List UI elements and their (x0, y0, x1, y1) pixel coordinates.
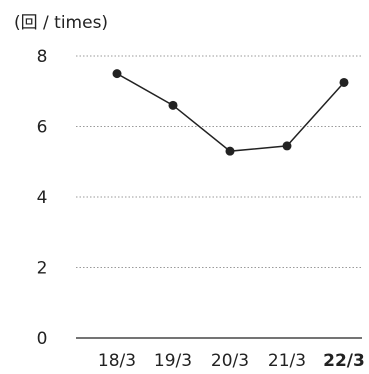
y-tick-label-4: 4 (37, 188, 48, 208)
x-tick-label-20-3: 20/3 (211, 351, 249, 371)
y-tick-label-0: 0 (37, 329, 48, 349)
y-tick-label-6: 6 (37, 118, 48, 138)
data-point-20-3 (225, 146, 235, 156)
data-point-21-3 (282, 141, 292, 151)
y-tick-label-2: 2 (37, 259, 48, 279)
x-tick-label-21-3: 21/3 (268, 351, 306, 371)
x-tick-label-19-3: 19/3 (154, 351, 192, 371)
y-tick-label-8: 8 (37, 47, 48, 67)
x-tick-label-22-3: 22/3 (323, 351, 365, 371)
data-point-18-3 (112, 69, 122, 79)
y-axis-unit-label: (回 / times) (14, 13, 109, 33)
data-point-19-3 (168, 100, 178, 110)
x-tick-label-18-3: 18/3 (98, 351, 136, 371)
series-line (116, 72, 345, 152)
data-point-22-3 (339, 77, 349, 87)
